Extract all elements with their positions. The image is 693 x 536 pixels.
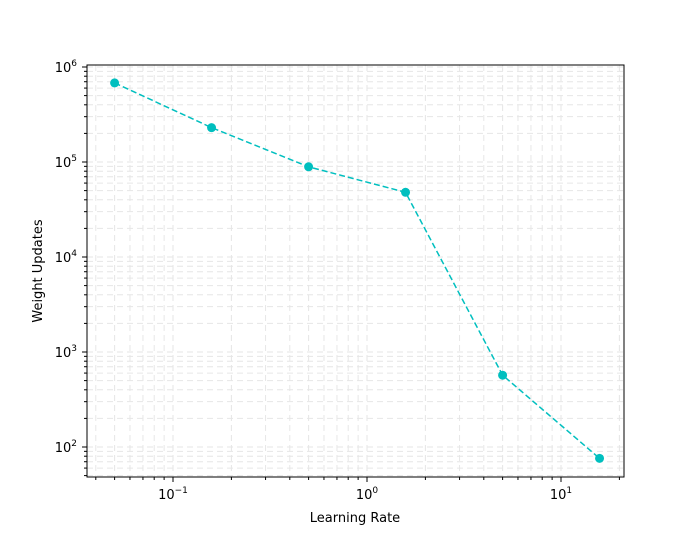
y-tick-label: 103 bbox=[55, 344, 77, 361]
axis-ticks bbox=[82, 66, 620, 482]
data-point-marker bbox=[110, 78, 120, 88]
y-tick-label: 105 bbox=[55, 154, 77, 171]
plot-frame bbox=[86, 64, 625, 478]
x-tick-label: 100 bbox=[356, 486, 379, 503]
x-tick-labels: 10−1 100 101 bbox=[158, 486, 572, 503]
y-tick-labels: 102 103 104 105 106 bbox=[55, 59, 78, 456]
data-point-marker bbox=[401, 187, 411, 197]
data-point-marker bbox=[595, 453, 605, 463]
y-tick-label: 102 bbox=[55, 439, 77, 456]
x-axis-label: Learning Rate bbox=[310, 511, 400, 526]
series-line bbox=[114, 82, 600, 459]
data-point-marker bbox=[498, 370, 508, 380]
data-point-marker bbox=[304, 162, 314, 172]
x-tick-label: 10−1 bbox=[158, 486, 188, 503]
grid bbox=[87, 65, 624, 477]
data-point-marker bbox=[207, 123, 217, 133]
y-axis-label: Weight Updates bbox=[31, 219, 46, 323]
y-tick-label: 104 bbox=[55, 249, 78, 266]
y-tick-label: 106 bbox=[55, 59, 78, 76]
data-series bbox=[110, 78, 605, 463]
x-tick-label: 101 bbox=[550, 486, 572, 503]
